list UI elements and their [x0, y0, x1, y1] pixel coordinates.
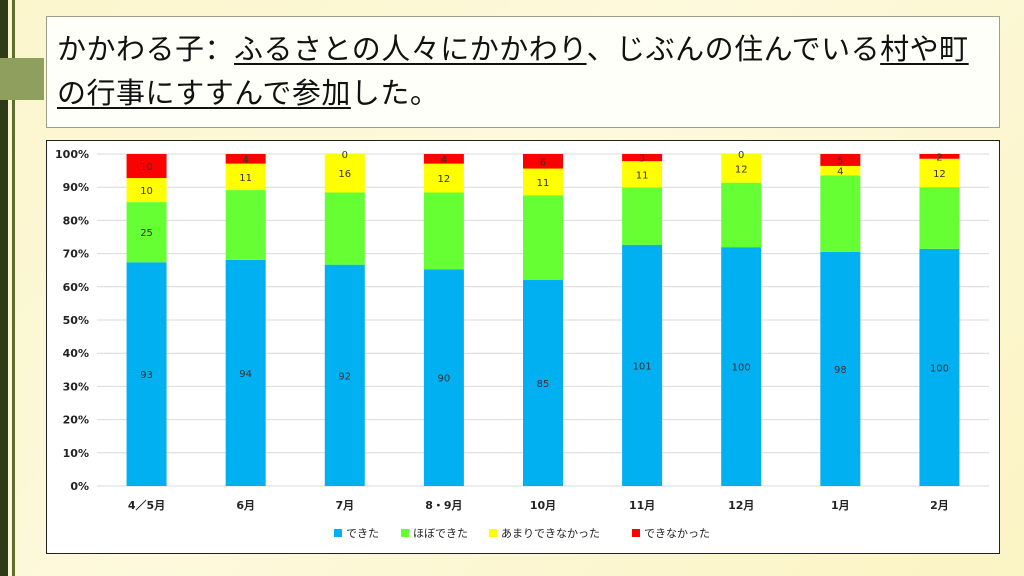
y-tick-label: 80% — [63, 214, 89, 227]
y-tick-label: 30% — [63, 380, 89, 393]
data-label: 0 — [738, 150, 744, 161]
y-tick-label: 70% — [63, 248, 89, 261]
legend-swatch-amari — [489, 529, 497, 537]
y-tick-label: 10% — [63, 447, 89, 460]
data-label: 92 — [338, 371, 351, 382]
title-part-5: した。 — [351, 76, 440, 110]
bar-segment-hobodekita — [424, 192, 464, 269]
x-tick-label: 2月 — [930, 499, 949, 512]
data-label: 10 — [140, 186, 153, 197]
y-tick-label: 50% — [63, 314, 89, 327]
data-label: 90 — [438, 374, 451, 385]
data-label: 4 — [837, 167, 843, 178]
legend-label: あまりできなかった — [501, 527, 600, 540]
x-tick-label: 12月 — [728, 499, 754, 512]
data-label: 25 — [140, 228, 153, 239]
data-label: 12 — [933, 169, 946, 180]
x-tick-label: 11月 — [629, 499, 655, 512]
legend-swatch-hobodekita — [401, 529, 409, 537]
bar-segment-hobodekita — [721, 183, 761, 247]
title-part-2: ふるさとの人々にかかわり — [234, 32, 587, 66]
data-label: 101 — [633, 361, 652, 372]
x-tick-label: 10月 — [530, 499, 556, 512]
y-tick-label: 100% — [55, 148, 89, 161]
data-label: 94 — [239, 369, 252, 380]
y-tick-label: 40% — [63, 347, 89, 360]
data-label: 100 — [930, 363, 949, 374]
bar-segment-hobodekita — [226, 190, 266, 260]
x-tick-label: 8・9月 — [425, 499, 462, 512]
legend-label: できた — [346, 527, 379, 540]
data-label: 11 — [636, 170, 649, 181]
x-tick-label: 1月 — [831, 499, 850, 512]
data-label: 98 — [834, 365, 847, 376]
data-label: 5 — [837, 156, 843, 167]
title-part-3: 、じぶんの住んでいる — [587, 32, 881, 66]
y-tick-label: 0% — [70, 480, 89, 493]
legend-label: ほぼできた — [413, 527, 468, 540]
data-label: 11 — [239, 173, 252, 184]
data-label: 0 — [342, 150, 348, 161]
data-label: 6 — [540, 157, 546, 168]
left-tab-decoration — [0, 58, 44, 100]
slide-title: かかわる子：ふるさとの人々にかかわり、じぶんの住んでいる村や町の行事にすすんで参… — [57, 27, 991, 115]
data-label: 3 — [639, 154, 645, 165]
bar-segment-hobodekita — [523, 195, 563, 280]
bar-segment-hobodekita — [325, 192, 365, 264]
chart-box: 0% 10% 20% 30% 40% 50% 60% 70% 80% 90% 100% 93 25 10 1… — [46, 140, 1000, 554]
data-label: 16 — [338, 169, 351, 180]
y-tick-label: 90% — [63, 181, 89, 194]
legend-label: できなかった — [644, 527, 710, 540]
legend-swatch-dekinakatta — [632, 529, 640, 537]
x-tick-label: 7月 — [335, 499, 354, 512]
title-box: かかわる子：ふるさとの人々にかかわり、じぶんの住んでいる村や町の行事にすすんで参… — [46, 16, 1000, 128]
title-part-1: かかわる子： — [57, 32, 234, 66]
bar-segment-hobodekita — [622, 187, 662, 244]
data-label: 12 — [438, 174, 451, 185]
y-tick-label: 60% — [63, 281, 89, 294]
data-label: 11 — [537, 178, 550, 189]
data-label: 10 — [140, 162, 153, 173]
x-tick-label: 6月 — [236, 499, 255, 512]
data-label: 100 — [732, 363, 751, 374]
legend-swatch-dekita — [334, 529, 342, 537]
stacked-bar-chart: 0%10%20%30%40%50%60%70%80%90%100%9325101… — [47, 141, 999, 553]
data-label: 93 — [140, 370, 153, 381]
data-label: 4 — [242, 155, 248, 166]
bar-segment-hobodekita — [919, 187, 959, 249]
data-label: 4 — [441, 155, 447, 166]
x-tick-label: 4／5月 — [128, 499, 165, 512]
y-tick-label: 20% — [63, 414, 89, 427]
data-label: 12 — [735, 164, 748, 175]
bar-segment-hobodekita — [820, 175, 860, 251]
data-label: 2 — [936, 152, 942, 163]
data-label: 85 — [537, 379, 550, 390]
